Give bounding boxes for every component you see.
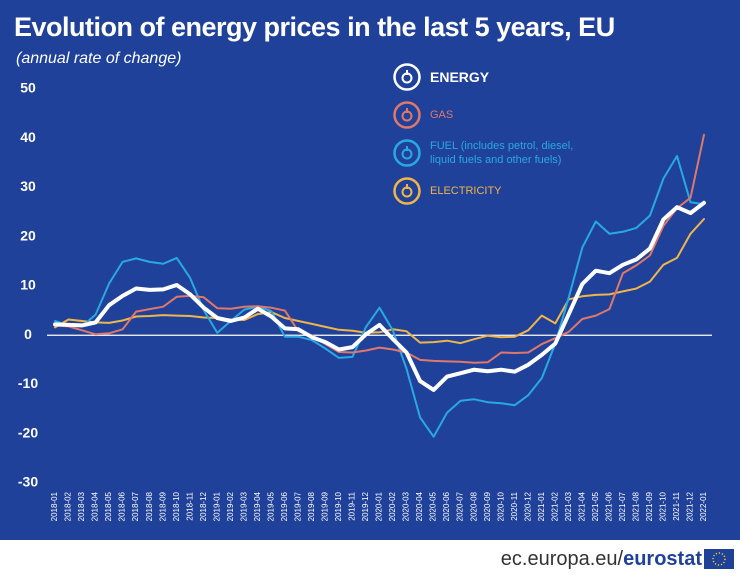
legend-label: GAS bbox=[430, 109, 454, 121]
chart-subtitle: (annual rate of change) bbox=[16, 50, 182, 67]
x-tick-label: 2020-06 bbox=[442, 491, 451, 521]
eu-flag bbox=[704, 549, 734, 569]
x-tick-label: 2021-04 bbox=[577, 491, 586, 521]
legend-item: ELECTRICITY bbox=[392, 176, 592, 206]
x-tick-label: 2020-04 bbox=[415, 491, 424, 521]
y-tick-label: 10 bbox=[20, 277, 36, 293]
x-tick-label: 2021-05 bbox=[591, 491, 600, 521]
legend-icon bbox=[393, 63, 421, 91]
x-tick-label: 2021-08 bbox=[632, 491, 641, 521]
x-tick-label: 2020-02 bbox=[388, 491, 397, 521]
legend-icon bbox=[393, 101, 421, 129]
x-tick-label: 2021-09 bbox=[645, 491, 654, 521]
x-tick-label: 2019-08 bbox=[307, 491, 316, 521]
y-tick-label: -10 bbox=[18, 375, 38, 391]
y-tick-label: 50 bbox=[20, 80, 36, 96]
y-tick-label: 40 bbox=[20, 129, 36, 145]
x-tick-label: 2020-08 bbox=[469, 491, 478, 521]
footer-brand: eurostat bbox=[623, 548, 702, 570]
x-tick-label: 2019-03 bbox=[239, 491, 248, 521]
x-tick-label: 2022-01 bbox=[699, 491, 708, 521]
y-tick-label: -30 bbox=[18, 474, 38, 490]
x-tick-label: 2021-01 bbox=[537, 491, 546, 521]
x-tick-label: 2020-05 bbox=[429, 491, 438, 521]
plot: -30 -20 -10 0 10 20 30 40 50 2018-01 2018-02 2018-0… bbox=[18, 80, 712, 521]
x-tick-label: 2018-01 bbox=[50, 491, 59, 521]
series-line bbox=[54, 218, 705, 345]
legend: ENERGY GAS FUEL (includes petrol, diesel, … bbox=[392, 62, 592, 214]
x-tick-label: 2019-05 bbox=[266, 491, 275, 521]
x-tick-label: 2019-02 bbox=[226, 491, 235, 521]
x-tick-label: 2019-10 bbox=[334, 491, 343, 521]
legend-icon-ring bbox=[393, 139, 421, 167]
y-tick-label: -20 bbox=[18, 424, 38, 440]
legend-label: FUEL (includes petrol, diesel, liquid fu… bbox=[430, 140, 574, 166]
x-tick-label: 2020-01 bbox=[375, 491, 384, 521]
legend-label: ENERGY bbox=[430, 69, 490, 85]
x-tick-label: 2018-04 bbox=[91, 491, 100, 521]
footer: ec.europa.eu/eurostat bbox=[0, 540, 740, 577]
x-tick-label: 2020-12 bbox=[523, 491, 532, 521]
x-tick-label: 2018-09 bbox=[158, 491, 167, 521]
x-tick-label: 2018-10 bbox=[172, 491, 181, 521]
x-tick-label: 2021-03 bbox=[564, 491, 573, 521]
legend-icon-ring bbox=[393, 177, 421, 205]
footer-site: ec.europa.eu/ bbox=[500, 548, 624, 570]
x-tick-label: 2018-05 bbox=[104, 491, 113, 521]
x-tick-label: 2019-07 bbox=[293, 491, 302, 521]
x-tick-label: 2020-09 bbox=[483, 491, 492, 521]
x-tick-label: 2021-10 bbox=[659, 491, 668, 521]
legend-icon-ring bbox=[393, 63, 421, 91]
x-tick-label: 2020-11 bbox=[510, 491, 519, 520]
y-tick-label: 0 bbox=[24, 326, 32, 342]
x-tick-label: 2020-03 bbox=[402, 491, 411, 521]
x-tick-label: 2019-12 bbox=[361, 491, 370, 521]
legend-item: FUEL (includes petrol, diesel, liquid fu… bbox=[392, 138, 592, 168]
x-tick-label: 2021-11 bbox=[672, 491, 681, 520]
legend-icon bbox=[393, 139, 421, 167]
x-tick-label: 2021-02 bbox=[550, 491, 559, 521]
x-tick-label: 2018-03 bbox=[77, 491, 86, 521]
x-tick-label: 2018-06 bbox=[118, 491, 127, 521]
y-tick-label: 20 bbox=[20, 227, 36, 243]
chart-title: Evolution of energy prices in the last 5… bbox=[14, 12, 615, 42]
x-tick-label: 2019-11 bbox=[348, 491, 357, 520]
series-line bbox=[54, 155, 705, 438]
x-tick-label: 2019-04 bbox=[253, 491, 262, 521]
x-tick-label: 2021-06 bbox=[604, 491, 613, 521]
footer-text: ec.europa.eu/eurostat bbox=[501, 548, 702, 571]
series-line bbox=[54, 133, 705, 364]
x-tick-label: 2020-07 bbox=[456, 491, 465, 521]
legend-item: ENERGY bbox=[392, 62, 592, 92]
x-tick-label: 2018-07 bbox=[131, 491, 140, 521]
legend-label: ELECTRICITY bbox=[430, 185, 502, 197]
series-line bbox=[53, 200, 706, 392]
x-tick-label: 2019-01 bbox=[212, 491, 221, 521]
x-tick-label: 2019-09 bbox=[321, 491, 330, 521]
legend-icon-ring bbox=[393, 101, 421, 129]
x-tick-label: 2020-10 bbox=[496, 491, 505, 521]
x-tick-label: 2019-06 bbox=[280, 491, 289, 521]
x-tick-label: 2018-11 bbox=[185, 491, 194, 520]
x-tick-label: 2018-12 bbox=[199, 491, 208, 521]
x-tick-label: 2018-08 bbox=[145, 491, 154, 521]
y-tick-label: 30 bbox=[20, 178, 36, 194]
x-tick-label: 2021-07 bbox=[618, 491, 627, 521]
x-tick-label: 2018-02 bbox=[64, 491, 73, 521]
legend-item: GAS bbox=[392, 100, 592, 130]
legend-icon bbox=[393, 177, 421, 205]
x-tick-label: 2021-12 bbox=[686, 491, 695, 521]
